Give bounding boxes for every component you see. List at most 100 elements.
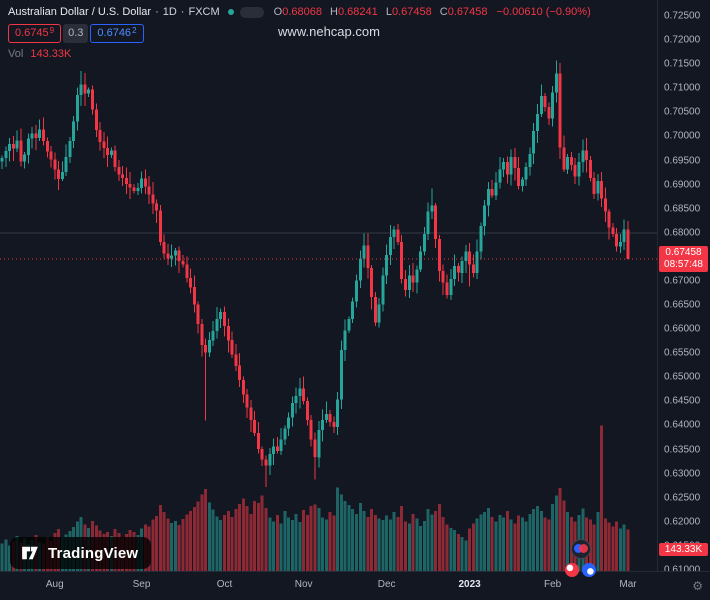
volume-bar	[415, 518, 419, 571]
candle	[513, 157, 517, 169]
candle	[362, 245, 366, 259]
volume-bar	[196, 501, 200, 571]
volume-bar	[419, 526, 423, 571]
volume-bar	[453, 530, 457, 571]
candle	[302, 388, 306, 401]
bear-reaction-icon[interactable]	[565, 563, 579, 577]
volume-bar	[324, 519, 328, 571]
candle	[87, 89, 91, 94]
sell-button[interactable]: 0.6745 9	[8, 24, 62, 43]
volume-bar	[298, 522, 302, 571]
volume-bar	[358, 503, 362, 571]
candle	[11, 144, 15, 149]
candle	[79, 84, 83, 95]
candle	[219, 311, 223, 319]
price-tick: 0.69000	[664, 179, 701, 191]
versus-icon[interactable]	[570, 539, 591, 559]
candle	[505, 162, 509, 175]
candle	[211, 331, 215, 341]
candle	[298, 388, 302, 397]
candle	[407, 275, 411, 291]
candle	[554, 73, 558, 93]
volume-bar	[215, 516, 219, 571]
candle	[166, 253, 170, 259]
candle	[615, 234, 619, 247]
volume-bar	[596, 511, 600, 571]
candle	[332, 422, 336, 427]
volume-bar	[603, 518, 607, 571]
last-price-axis-label: 0.67458 08:57:48	[659, 245, 708, 272]
candle	[490, 188, 494, 196]
volume-bar	[328, 511, 332, 571]
price-axis[interactable]: 0.67458 08:57:48 143.33K 0.72500 0.72000 0…	[657, 0, 710, 576]
time-tick: Dec	[377, 579, 396, 590]
volume-bar	[592, 524, 596, 571]
market-status-dot	[227, 9, 234, 15]
time-axis[interactable]: Aug Sep Oct Nov Dec 2023 Feb Mar ⚙	[0, 571, 710, 600]
candle	[483, 205, 487, 226]
volume-bar	[611, 526, 615, 571]
chart-pane[interactable]: www.nehcap.com Australian Dollar / U.S. …	[0, 0, 658, 577]
volume-bar	[422, 520, 426, 571]
candle	[75, 95, 79, 122]
volume-bar	[166, 518, 170, 571]
candlestick-chart-canvas[interactable]	[0, 0, 658, 572]
legend-more-button[interactable]	[239, 6, 264, 18]
tradingview-logo[interactable]: TradingView	[10, 537, 152, 569]
candle	[437, 239, 441, 271]
candle	[4, 150, 8, 159]
volume-indicator-label[interactable]: Vol	[8, 48, 24, 60]
volume-bar	[520, 517, 524, 571]
candle	[0, 158, 4, 162]
candle	[592, 177, 596, 194]
price-tick: 0.68000	[664, 227, 701, 239]
price-tick: 0.66000	[664, 323, 701, 335]
candle	[396, 229, 400, 242]
volume-bar	[189, 511, 193, 571]
candle	[260, 449, 264, 460]
volume-bar	[505, 511, 509, 571]
candle	[354, 280, 358, 302]
candle	[60, 172, 64, 179]
volume-bar	[294, 513, 298, 571]
candle	[72, 121, 76, 141]
open-value: 0.68068	[282, 6, 322, 18]
candle	[445, 282, 449, 295]
candle	[434, 205, 438, 239]
candle	[577, 162, 581, 177]
reactions-widget[interactable]	[565, 539, 596, 577]
candle	[147, 186, 151, 195]
volume-bar	[354, 513, 358, 571]
candle	[124, 177, 128, 185]
candle	[41, 129, 45, 141]
volume-bar	[264, 508, 268, 571]
candle	[569, 157, 573, 165]
exchange-label[interactable]: FXCM	[188, 6, 220, 18]
candle	[192, 287, 196, 305]
price-tick: 0.68500	[664, 203, 701, 215]
interval-label[interactable]: 1D	[162, 6, 177, 18]
candle	[453, 266, 457, 279]
buy-button[interactable]: 0.6746 2	[90, 24, 144, 43]
settings-gear-icon[interactable]: ⚙	[692, 579, 703, 593]
candle	[543, 96, 547, 108]
volume-bar	[181, 518, 185, 571]
volume-bar	[260, 495, 264, 571]
volume-bar	[437, 504, 441, 571]
volume-bar	[332, 515, 336, 571]
volume-bar	[339, 494, 343, 571]
volume-bar	[362, 511, 366, 571]
candle	[283, 428, 287, 440]
volume-bar	[479, 514, 483, 571]
volume-bar	[456, 534, 460, 571]
candle	[581, 150, 585, 162]
time-tick: Sep	[132, 579, 151, 590]
candle	[426, 211, 430, 235]
candle	[415, 269, 419, 283]
candle	[49, 151, 53, 160]
candle	[373, 296, 377, 323]
candle	[535, 113, 539, 132]
volume-bar	[347, 505, 351, 571]
symbol-title[interactable]: Australian Dollar / U.S. Dollar	[8, 6, 152, 18]
bull-reaction-icon[interactable]	[582, 563, 596, 577]
